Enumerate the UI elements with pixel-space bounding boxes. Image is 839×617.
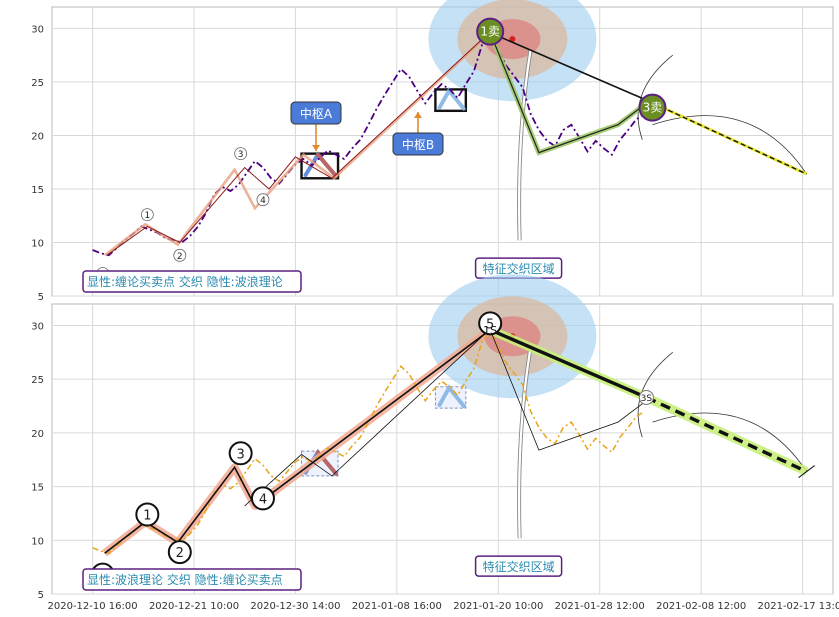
wave-point-circle (250, 486, 275, 511)
wave-point-label: 5 (486, 317, 494, 332)
y-tick-label: 25 (31, 78, 44, 89)
zone-annotation-box (474, 555, 563, 577)
y-tick-label: 5 (38, 292, 44, 303)
wave-point-label: 3 (238, 150, 244, 160)
wave-point-circle (167, 540, 192, 565)
x-tick-label: 2021-01-20 10:00 (453, 601, 543, 612)
y-tick-label: 25 (31, 375, 44, 386)
hub-box (300, 152, 340, 180)
projection-dashed-line (645, 395, 808, 474)
x-tick-label: 2020-12-21 10:00 (149, 601, 239, 612)
zone-annotation-label: 特征交织区域 (483, 559, 555, 574)
wave-point-label: 2 (177, 252, 183, 262)
zone-arrow-shaft (517, 49, 532, 241)
y-tick-label: 10 (31, 238, 44, 249)
wave-point-circle (256, 193, 270, 207)
wave-point-circle (140, 208, 154, 222)
sell-signal-circle (638, 93, 667, 122)
projection-arc (637, 54, 673, 140)
wave-point-label: 3 (237, 447, 245, 462)
wave-point-circle (228, 441, 253, 466)
y-tick-label: 10 (31, 536, 44, 547)
x-tick-label: 2020-12-10 16:00 (48, 601, 138, 612)
y-tick-label: 5 (38, 590, 44, 601)
wave-point-label: 4 (259, 492, 267, 507)
price-line (92, 32, 645, 257)
hub-zigzag (437, 384, 466, 408)
sell-signal-label: 3卖 (643, 101, 663, 115)
upper-chart-panel: 51015202530012341卖3卖中枢A中枢B特征交织区域显性:缠论买卖点… (31, 0, 834, 303)
y-tick-label: 20 (31, 131, 44, 142)
stroke-line (244, 330, 489, 507)
projection-line (489, 31, 647, 101)
hub-zigzag (315, 152, 338, 179)
zone-arrow-shaft (517, 346, 532, 539)
x-tick-label: 2021-01-08 16:00 (352, 601, 442, 612)
wave-point-circle (638, 389, 654, 405)
sell-signal-label: 1卖 (480, 25, 500, 39)
legend-box (82, 270, 302, 293)
wave-point-circle (173, 248, 187, 262)
y-tick-label: 15 (31, 483, 44, 494)
y-tick-label: 20 (31, 429, 44, 440)
wave-point-label: 1S (483, 324, 497, 337)
hub-label: 中枢A (300, 106, 333, 121)
projection-arc (652, 412, 807, 472)
legend-text: 显性:缠论买卖点 交织 隐性:波浪理论 (87, 274, 283, 289)
projection-arc (652, 115, 807, 175)
hub-label-box (392, 132, 444, 156)
wave-point-circle (478, 311, 503, 336)
projection-down-line (489, 32, 647, 154)
wave-point-label: 1 (144, 211, 150, 221)
legend-box (82, 568, 302, 591)
sell-signal-circle (476, 17, 505, 46)
x-tick-label: 2021-02-08 12:00 (656, 601, 746, 612)
hub-zigzag (437, 86, 466, 111)
wave-line (104, 329, 491, 554)
projection-dashed-line (646, 99, 807, 175)
y-tick-label: 30 (31, 321, 44, 332)
y-tick-label: 30 (31, 24, 44, 35)
zone-annotation-label: 特征交织区域 (483, 261, 555, 276)
hub-label-box (290, 101, 342, 125)
legend-text: 显性:波浪理论 交织 隐性:缠论买卖点 (87, 572, 283, 587)
y-tick-label: 15 (31, 185, 44, 196)
wave-point-label: 3S (641, 394, 653, 404)
zone-center-dot (509, 36, 516, 43)
wave-point-label: 1 (143, 509, 151, 524)
projection-end-tick (798, 465, 815, 478)
projection-down-line (489, 329, 647, 451)
wave-point-label: 4 (260, 196, 266, 206)
x-tick-label: 2021-02-17 13:00 (758, 601, 839, 612)
price-line (92, 329, 645, 555)
x-tick-label: 2020-12-30 14:00 (250, 601, 340, 612)
hub-label-arrowhead (312, 145, 320, 151)
stroke-line (106, 33, 489, 256)
wave-point-circle (135, 502, 160, 527)
x-tick-label: 2021-01-28 12:00 (555, 601, 645, 612)
hub-label: 中枢B (402, 137, 434, 152)
wave-point-label: 2 (176, 546, 184, 561)
hub-label-arrowhead (414, 112, 422, 118)
projection-line (489, 328, 648, 399)
wave-point-circle (234, 147, 248, 161)
